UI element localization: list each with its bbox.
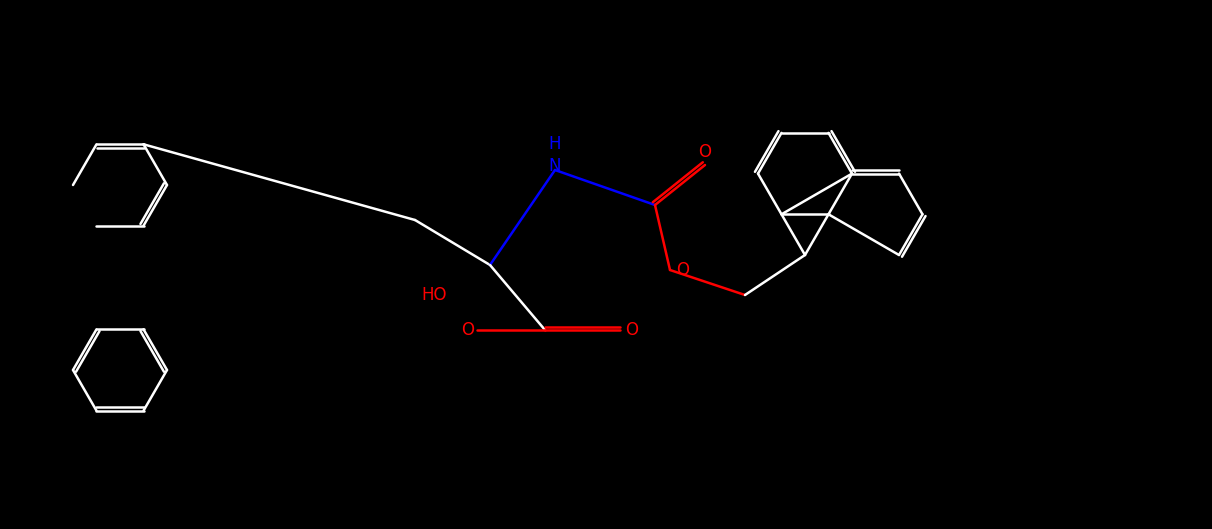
Text: H: H [549,135,561,153]
Text: HO: HO [422,286,447,304]
Text: O: O [625,321,638,339]
Text: O: O [461,321,474,339]
Text: O: O [698,143,711,161]
Text: O: O [676,261,688,279]
Text: N: N [549,157,561,175]
